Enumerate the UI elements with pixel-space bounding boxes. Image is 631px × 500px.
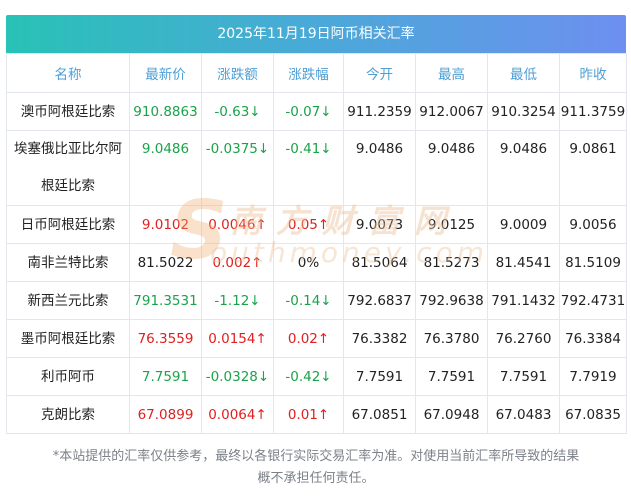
row-prev-close: 911.3759 [559,92,627,131]
row-high: 81.5273 [415,243,488,282]
row-change-pct: 0.01↑ [273,395,344,434]
row-currency-name: 埃塞俄比亚比尔阿 根廷比索 [6,130,130,206]
table-row: 克朗比索 67.0899 0.0064↑ 0.01↑ 67.0851 67.09… [6,395,627,434]
row-high: 67.0948 [415,395,488,434]
disclaimer-line-1: *本站提供的汇率仅供参考，最终以各银行实际交易汇率为准。对使用当前汇率所导致的结… [52,449,580,464]
rates-panel: 2025年11月19日阿币相关汇率 名称 最新价 涨跌额 涨跌幅 今开 最高 最… [6,15,627,434]
row-latest: 67.0899 [129,395,202,434]
row-open: 76.3382 [343,319,416,358]
row-latest: 9.0486 [129,130,202,206]
row-prev-close: 67.0835 [559,395,627,434]
disclaimer-note: *本站提供的汇率仅供参考，最终以各银行实际交易汇率为准。对使用当前汇率所导致的结… [6,446,626,490]
table-row: 埃塞俄比亚比尔阿 根廷比索 9.0486 -0.0375↓ -0.41↓ 9.0… [6,130,627,206]
disclaimer-line-2: 概不承担任何责任。 [257,471,375,486]
row-open: 792.6837 [343,281,416,320]
row-change: 0.0046↑ [201,205,274,244]
row-change: 0.0154↑ [201,319,274,358]
row-prev-close: 81.5109 [559,243,627,282]
row-low: 81.4541 [487,243,560,282]
row-open: 911.2359 [343,92,416,131]
row-change-pct: 0.02↑ [273,319,344,358]
row-prev-close: 9.0056 [559,205,627,244]
row-currency-name-line2: 根廷比索 [41,178,95,194]
header-high: 最高 [415,53,488,93]
row-latest: 9.0102 [129,205,202,244]
table-title: 2025年11月19日阿币相关汇率 [6,15,626,53]
row-change-pct: 0.05↑ [273,205,344,244]
table-row: 日币阿根廷比索 9.0102 0.0046↑ 0.05↑ 9.0073 9.01… [6,205,627,244]
row-change: -0.63↓ [201,92,274,131]
row-change: -0.0328↓ [201,357,274,396]
header-change-pct: 涨跌幅 [273,53,344,93]
row-low: 9.0009 [487,205,560,244]
row-low: 67.0483 [487,395,560,434]
table-row: 利币阿币 7.7591 -0.0328↓ -0.42↓ 7.7591 7.759… [6,357,627,396]
row-latest: 910.8863 [129,92,202,131]
header-open: 今开 [343,53,416,93]
row-change: -1.12↓ [201,281,274,320]
row-latest: 81.5022 [129,243,202,282]
row-latest: 791.3531 [129,281,202,320]
table-row: 新西兰元比索 791.3531 -1.12↓ -0.14↓ 792.6837 7… [6,281,627,320]
row-low: 910.3254 [487,92,560,131]
row-currency-name: 克朗比索 [6,395,130,434]
row-low: 7.7591 [487,357,560,396]
row-currency-name: 墨币阿根廷比索 [6,319,130,358]
row-latest: 76.3559 [129,319,202,358]
row-currency-name-line1: 埃塞俄比亚比尔阿 [14,141,122,157]
row-change: 0.0064↑ [201,395,274,434]
rates-table: 名称 最新价 涨跌额 涨跌幅 今开 最高 最低 昨收 澳币阿根廷比索 910.8… [6,53,627,434]
row-high: 76.3780 [415,319,488,358]
row-high: 912.0067 [415,92,488,131]
row-currency-name: 新西兰元比索 [6,281,130,320]
header-row: 名称 最新价 涨跌额 涨跌幅 今开 最高 最低 昨收 [6,53,627,93]
row-high: 9.0125 [415,205,488,244]
row-low: 791.1432 [487,281,560,320]
row-latest: 7.7591 [129,357,202,396]
row-open: 81.5064 [343,243,416,282]
row-change: -0.0375↓ [201,130,274,206]
row-open: 7.7591 [343,357,416,396]
row-change-pct: -0.07↓ [273,92,344,131]
row-change: 0.002↑ [201,243,274,282]
row-currency-name: 日币阿根廷比索 [6,205,130,244]
header-latest: 最新价 [129,53,202,93]
row-high: 792.9638 [415,281,488,320]
header-name: 名称 [6,53,130,93]
table-row: 南非兰特比索 81.5022 0.002↑ 0% 81.5064 81.5273… [6,243,627,282]
row-change-pct: -0.41↓ [273,130,344,206]
row-prev-close: 792.4731 [559,281,627,320]
row-change-pct: 0% [273,243,344,282]
table-row: 墨币阿根廷比索 76.3559 0.0154↑ 0.02↑ 76.3382 76… [6,319,627,358]
row-high: 7.7591 [415,357,488,396]
row-prev-close: 76.3384 [559,319,627,358]
row-change-pct: -0.42↓ [273,357,344,396]
row-currency-name: 澳币阿根廷比索 [6,92,130,131]
row-low: 9.0486 [487,130,560,206]
row-high: 9.0486 [415,130,488,206]
row-open: 67.0851 [343,395,416,434]
header-change: 涨跌额 [201,53,274,93]
row-change-pct: -0.14↓ [273,281,344,320]
row-open: 9.0486 [343,130,416,206]
row-prev-close: 9.0861 [559,130,627,206]
row-currency-name: 南非兰特比索 [6,243,130,282]
row-open: 9.0073 [343,205,416,244]
header-prev-close: 昨收 [559,53,627,93]
row-currency-name: 利币阿币 [6,357,130,396]
row-prev-close: 7.7919 [559,357,627,396]
row-low: 76.2760 [487,319,560,358]
table-row: 澳币阿根廷比索 910.8863 -0.63↓ -0.07↓ 911.2359 … [6,92,627,131]
header-low: 最低 [487,53,560,93]
